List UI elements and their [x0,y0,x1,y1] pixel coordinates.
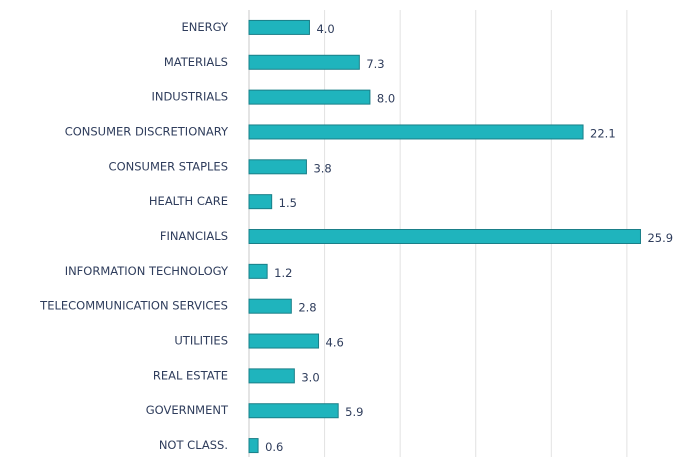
data-label: 1.5 [279,196,297,210]
y-tick-label: HEALTH CARE [149,194,228,208]
bar [248,89,371,105]
y-tick-label: REAL ESTATE [153,368,228,382]
data-label: 3.0 [301,370,319,384]
bar [248,124,584,140]
bar [248,263,268,279]
bar [248,194,273,210]
bar [248,438,259,454]
y-tick-label: FINANCIALS [160,229,228,243]
data-label: 5.9 [345,405,363,419]
y-tick-label: TELECOMMUNICATION SERVICES [39,299,228,313]
data-label: 1.2 [274,266,292,280]
data-label: 25.9 [647,231,673,245]
bar [248,54,360,70]
bar [248,298,292,314]
y-tick-label: MATERIALS [164,55,228,69]
data-label: 2.8 [298,301,316,315]
bar [248,159,307,175]
y-tick-label: ENERGY [182,20,229,34]
y-tick-label: UTILITIES [174,334,228,348]
bar [248,368,295,384]
data-label: 22.1 [590,126,616,140]
data-label: 4.0 [316,22,334,36]
bar [248,19,310,35]
data-label: 7.3 [366,57,384,71]
data-label: 4.6 [326,336,344,350]
y-tick-label: GOVERNMENT [146,403,229,417]
y-tick-label: CONSUMER DISCRETIONARY [65,124,229,138]
bar [248,403,339,419]
y-tick-label: INDUSTRIALS [151,90,228,104]
data-label: 3.8 [313,161,331,175]
data-label: 8.0 [377,92,395,106]
bar [248,333,320,349]
data-label: 0.6 [265,440,283,454]
y-tick-label: NOT CLASS. [159,438,228,452]
y-tick-label: INFORMATION TECHNOLOGY [65,264,229,278]
bar [248,229,641,244]
y-tick-label: CONSUMER STAPLES [109,159,228,173]
